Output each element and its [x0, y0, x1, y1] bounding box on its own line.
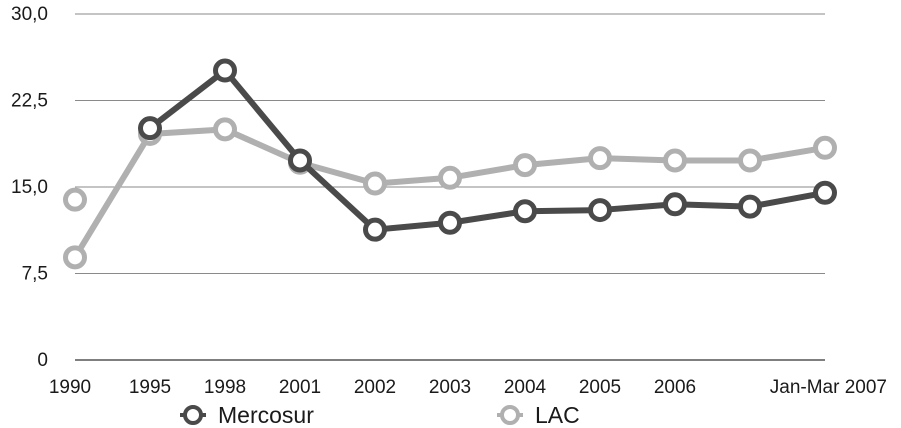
- series-line-lac: [72, 126, 826, 259]
- x-tick-label: 2006: [654, 377, 696, 398]
- data-point-lac: [813, 135, 837, 160]
- data-point-lac: [63, 245, 87, 270]
- legend-label-mercosur: Mercosur: [218, 402, 314, 428]
- x-tick-label: Jan-Mar 2007: [770, 377, 887, 398]
- data-point-mercosur: [213, 58, 237, 83]
- x-tick-label: 2002: [354, 377, 396, 398]
- data-point-lac: [438, 165, 462, 190]
- data-point-lac: [588, 146, 612, 171]
- data-point-mercosur: [438, 210, 462, 235]
- data-point-lac: [663, 148, 687, 173]
- y-axis-ticks: 0 7,5 15,0 22,5 30,0: [11, 4, 48, 371]
- data-point-lac: [738, 148, 762, 173]
- legend-marker-lac: [500, 405, 520, 425]
- data-point-lac: [63, 187, 87, 212]
- data-point-lac: [213, 117, 237, 142]
- data-point-mercosur: [588, 198, 612, 223]
- data-point-lac: [363, 171, 387, 196]
- x-tick-label: 1990: [49, 377, 91, 398]
- legend-label-lac: LAC: [535, 402, 580, 428]
- data-point-mercosur: [138, 116, 162, 141]
- y-tick-label: 0: [37, 350, 48, 371]
- data-point-mercosur: [288, 148, 312, 173]
- x-tick-label: 2001: [279, 377, 321, 398]
- data-point-mercosur: [813, 180, 837, 205]
- x-axis-ticks: 1990 1995 1998 2001 2002 2003 2004 2005 2006 Jan-…: [49, 377, 887, 398]
- y-tick-label: 15,0: [11, 177, 48, 198]
- data-point-mercosur: [663, 192, 687, 217]
- data-point-mercosur: [513, 199, 537, 224]
- legend: Mercosur LAC: [180, 402, 580, 428]
- x-tick-label: 2003: [429, 377, 471, 398]
- data-point-lac: [513, 153, 537, 178]
- x-tick-label: 2005: [579, 377, 621, 398]
- x-tick-label: 2004: [504, 377, 547, 398]
- x-tick-label: 1998: [204, 377, 246, 398]
- y-tick-label: 22,5: [11, 91, 48, 112]
- legend-marker-mercosur: [183, 405, 203, 425]
- series-lines: [63, 58, 837, 270]
- y-tick-label: 7,5: [22, 264, 48, 285]
- data-point-mercosur: [738, 194, 762, 219]
- y-tick-label: 30,0: [11, 4, 48, 25]
- data-point-mercosur: [363, 217, 387, 242]
- series-line-mercosur: [148, 67, 826, 233]
- x-tick-label: 1995: [129, 377, 171, 398]
